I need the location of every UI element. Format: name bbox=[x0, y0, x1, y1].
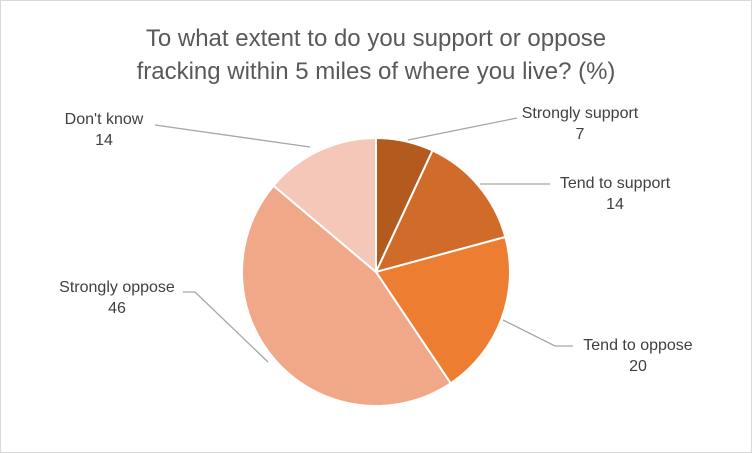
data-label-category: Don't know bbox=[64, 111, 144, 128]
data-label-category: Strongly support bbox=[521, 105, 639, 122]
leader-line bbox=[407, 117, 518, 141]
data-label-value: 20 bbox=[629, 358, 647, 375]
chart-title-line-1: To what extent to do you support or oppo… bbox=[145, 25, 607, 52]
pie-slice-tend-to-oppose bbox=[374, 235, 511, 385]
leader-line bbox=[502, 319, 573, 347]
data-label-value: 7 bbox=[575, 126, 585, 143]
data-label: Strongly oppose 46 bbox=[47, 277, 187, 319]
data-label-category: Tend to support bbox=[559, 175, 671, 192]
pie-slice-tend-to-support bbox=[374, 149, 507, 274]
data-label-category: Tend to oppose bbox=[583, 337, 693, 354]
data-label: Tend to oppose 20 bbox=[568, 335, 708, 377]
leader-lines bbox=[154, 117, 573, 363]
chart-title: To what extent to do you support or oppo… bbox=[0, 22, 752, 88]
data-label-value: 46 bbox=[108, 300, 126, 317]
pie-slice-don-t-know bbox=[272, 136, 377, 275]
data-label: Tend to support 14 bbox=[545, 173, 685, 215]
pie-slices bbox=[241, 136, 511, 407]
data-label-category: Strongly oppose bbox=[59, 279, 175, 296]
data-label-value: 14 bbox=[95, 132, 113, 149]
leader-line bbox=[154, 124, 311, 148]
pie-slice-strongly-oppose bbox=[241, 184, 453, 407]
data-label: Strongly support 7 bbox=[510, 103, 650, 145]
leader-line bbox=[183, 291, 269, 363]
data-label: Don't know 14 bbox=[54, 109, 154, 151]
data-label-value: 14 bbox=[606, 196, 624, 213]
chart-title-line-2: fracking within 5 miles of where you liv… bbox=[136, 58, 616, 85]
